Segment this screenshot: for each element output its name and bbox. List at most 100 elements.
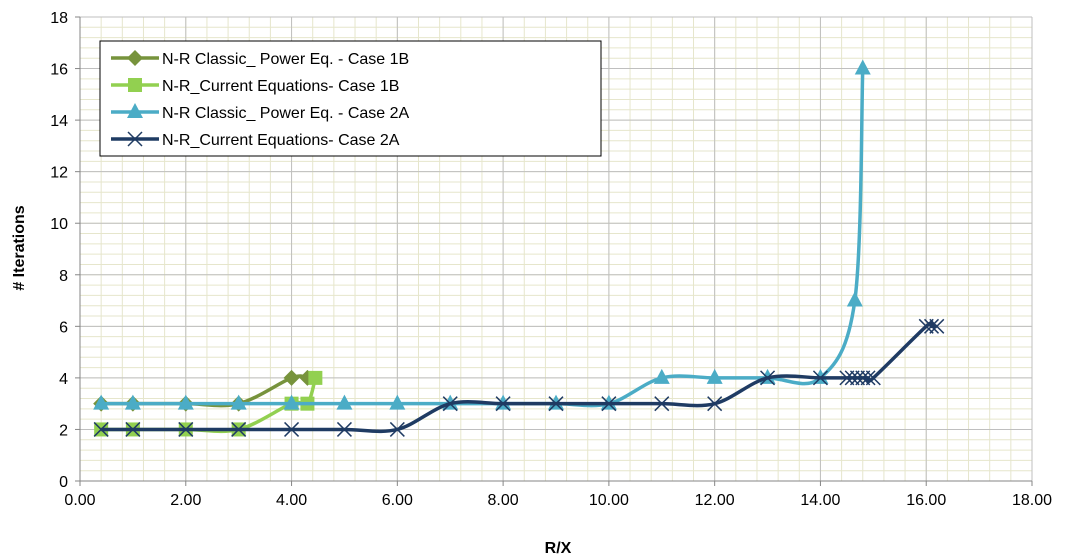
data-point — [653, 368, 670, 384]
series-4 — [93, 318, 945, 437]
y-tick-label: 18 — [50, 10, 68, 27]
marker-stroke — [127, 131, 143, 147]
data-point — [308, 370, 323, 385]
data-point — [923, 318, 940, 334]
data-point — [125, 421, 141, 437]
data-point — [231, 421, 247, 437]
x-tick-label: 14.00 — [800, 492, 840, 509]
marker-stroke — [442, 396, 458, 412]
marker-stroke — [336, 421, 352, 437]
data-point — [283, 369, 300, 386]
legend-label: N-R_Current Equations- Case 2A — [162, 132, 400, 149]
data-point — [854, 59, 871, 75]
data-point — [865, 370, 881, 386]
data-point — [654, 396, 670, 412]
marker-stroke — [760, 370, 776, 386]
legend-item: N-R_Current Equations- Case 1B — [111, 78, 399, 95]
marker-stroke — [923, 318, 940, 334]
y-tick-label: 10 — [50, 216, 68, 233]
data-point — [124, 394, 141, 410]
data-point — [442, 396, 458, 412]
x-tick-label: 6.00 — [382, 492, 413, 509]
marker-stroke — [178, 421, 194, 437]
data-point — [760, 370, 776, 386]
y-tick-label: 8 — [59, 268, 68, 285]
y-tick-label: 14 — [50, 113, 68, 130]
marker-stroke — [601, 396, 617, 412]
axes — [75, 16, 1033, 486]
marker-stroke — [495, 396, 511, 412]
x-tick-label: 0.00 — [64, 492, 95, 509]
x-tick-label: 4.00 — [276, 492, 307, 509]
marker-stroke — [812, 370, 828, 386]
data-point — [93, 421, 109, 437]
legend-box — [99, 40, 602, 157]
marker-stroke — [125, 421, 141, 437]
marker-stroke — [849, 370, 865, 386]
y-axis-title: # Iterations — [11, 205, 28, 290]
data-point — [284, 421, 300, 437]
marker-stroke — [654, 396, 670, 412]
marker-stroke — [707, 396, 723, 412]
data-point — [706, 368, 723, 384]
data-point — [849, 370, 865, 386]
marker-stroke — [389, 421, 405, 437]
marker-stroke — [844, 370, 860, 386]
legend-swatch-marker — [127, 131, 143, 147]
y-tick-label: 4 — [59, 371, 68, 388]
data-point — [846, 291, 863, 307]
x-tick-label: 2.00 — [170, 492, 201, 509]
marker-stroke — [855, 370, 871, 386]
marker-stroke — [839, 370, 855, 386]
x-axis-title: R/X — [545, 540, 572, 557]
data-point — [389, 394, 406, 410]
data-point — [812, 370, 828, 386]
y-tick-label: 2 — [59, 422, 68, 439]
x-tick-label: 16.00 — [906, 492, 946, 509]
marker-stroke — [548, 396, 564, 412]
y-tick-label: 0 — [59, 474, 68, 491]
data-point — [548, 396, 564, 412]
marker-stroke — [865, 370, 881, 386]
legend-swatch-marker — [128, 78, 142, 92]
data-point — [230, 394, 247, 410]
legend-label: N-R Classic_ Power Eq. - Case 1B — [162, 51, 409, 68]
y-tick-label: 6 — [59, 319, 68, 336]
legend-item: N-R Classic_ Power Eq. - Case 1B — [111, 50, 409, 68]
y-tick-label: 12 — [50, 165, 68, 182]
data-point — [283, 394, 300, 410]
legend-label: N-R Classic_ Power Eq. - Case 2A — [162, 105, 410, 122]
tick-labels: 0.00 2.00 4.00 6.00 8.00 10.00 12.00 14.00 16.00… — [50, 10, 1052, 509]
data-point — [389, 421, 405, 437]
marker-stroke — [231, 421, 247, 437]
legend-item: N-R_Current Equations- Case 2A — [111, 131, 400, 149]
data-point — [178, 421, 194, 437]
data-point — [844, 370, 860, 386]
marker-stroke — [929, 318, 945, 334]
legend: N-R Classic_ Power Eq. - Case 1B N-R_Curr… — [99, 40, 602, 157]
legend-swatch-marker — [127, 50, 143, 66]
x-tick-label: 8.00 — [488, 492, 519, 509]
legend-label: N-R_Current Equations- Case 1B — [162, 78, 399, 95]
y-tick-label: 16 — [50, 62, 68, 79]
series-group — [93, 59, 945, 437]
data-point — [177, 394, 194, 410]
data-point — [495, 396, 511, 412]
data-point — [918, 318, 934, 334]
data-point — [707, 396, 723, 412]
series-line — [101, 320, 937, 434]
marker-stroke — [918, 318, 934, 334]
data-point — [336, 394, 353, 410]
marker-stroke — [93, 421, 109, 437]
legend-item: N-R Classic_ Power Eq. - Case 2A — [111, 103, 410, 122]
x-tick-label: 10.00 — [589, 492, 629, 509]
data-point — [860, 370, 876, 386]
data-point — [855, 370, 871, 386]
data-point — [929, 318, 945, 334]
x-tick-label: 18.00 — [1012, 492, 1052, 509]
marker-stroke — [860, 370, 876, 386]
data-point — [93, 394, 110, 410]
data-point — [839, 370, 855, 386]
legend-swatch-marker — [127, 103, 143, 118]
